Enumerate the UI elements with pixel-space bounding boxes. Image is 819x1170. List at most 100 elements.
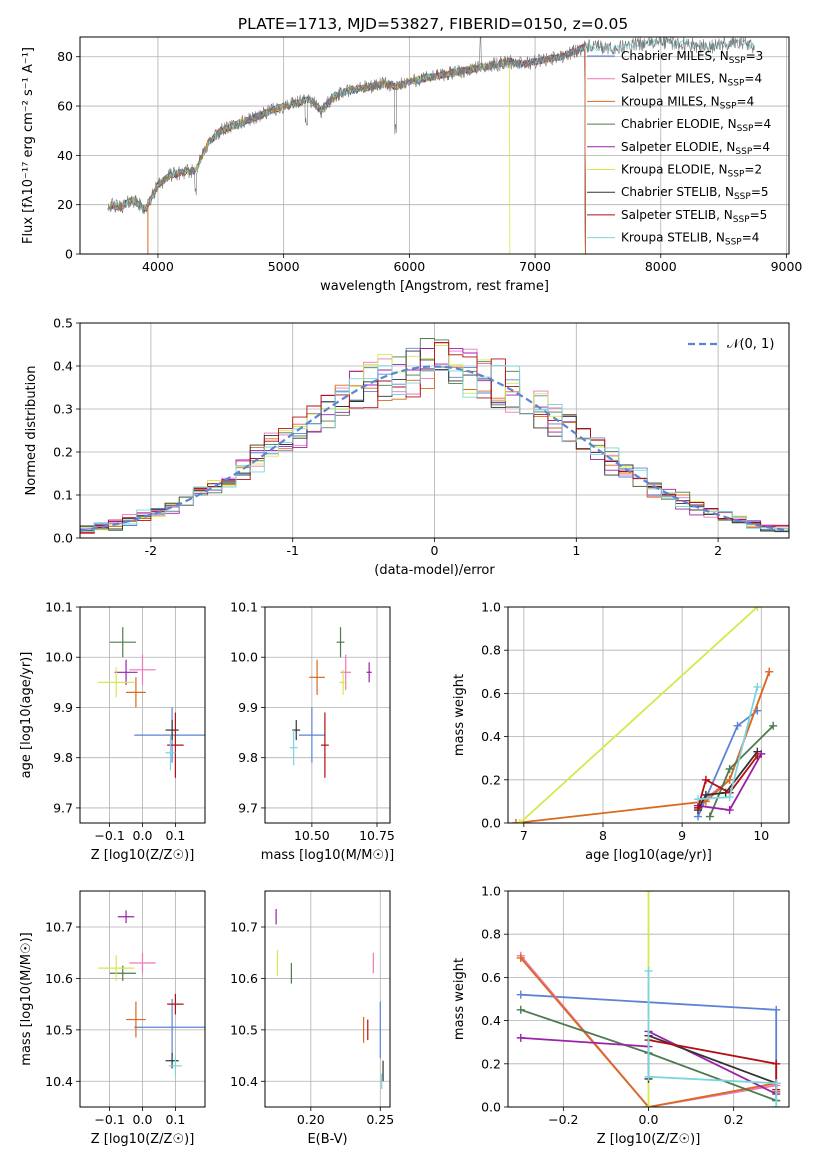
x-axis-label: age [log10(age/yr)] xyxy=(585,848,712,863)
weight-point xyxy=(753,752,762,761)
weight-line-7 xyxy=(697,755,759,809)
y-tick-label: 9.9 xyxy=(53,700,73,715)
weight-point xyxy=(693,795,702,804)
x-tick-label: 4000 xyxy=(142,259,174,274)
y-axis-label: Normed distribution xyxy=(24,366,39,496)
y-tick-label: 0.8 xyxy=(481,643,501,658)
x-axis-label: E(B-V) xyxy=(307,1132,347,1147)
weight-point xyxy=(693,803,702,812)
weight-point xyxy=(644,891,653,895)
x-tick-label: 10.75 xyxy=(359,828,395,843)
spectrum-model-0 xyxy=(110,46,586,254)
legend-label: Chabrier STELIB, NSSP=5 xyxy=(621,185,769,202)
x-tick-label: -2 xyxy=(145,543,157,558)
x-tick-label: 8 xyxy=(599,828,607,843)
plots-layer: 4000 5000 6000 7000 8000 9000020406080wavelen… xyxy=(19,36,803,1147)
y-tick-label: 0.2 xyxy=(481,1056,501,1071)
spectrum-model-2 xyxy=(109,43,586,254)
weight-line-2 xyxy=(515,671,771,823)
spectrum-model-3 xyxy=(109,45,586,254)
mass-vs-Z-marks xyxy=(98,910,205,1077)
axes-frame xyxy=(79,890,206,1108)
x-tick-label: 0.0 xyxy=(133,828,153,843)
y-tick-label: 20 xyxy=(57,197,73,212)
x-axis-label: wavelength [Angstrom, rest frame] xyxy=(320,279,549,294)
legend-label: Salpeter STELIB, NSSP=5 xyxy=(621,208,767,225)
x-tick-label: 2 xyxy=(714,543,722,558)
weight-vs-age-axes: 7 8 9 10 0.0 0.2 0.4 0.6 0.8 1.0 age [log10(age/yr… xyxy=(452,600,790,863)
y-tick-label: 0 xyxy=(65,247,73,262)
y-tick-label: 10.1 xyxy=(45,600,73,615)
weight-line-5 xyxy=(519,607,758,823)
weight-point xyxy=(705,812,714,821)
spectrum-model-6 xyxy=(109,44,586,254)
mass-vs-ebv-axes: 0.20 0.25 10.4 10.5 10.6 10.7 E(B-V) xyxy=(230,890,394,1147)
x-axis-label: Z [log10(Z/Z☉)] xyxy=(597,1132,701,1147)
y-tick-label: 9.9 xyxy=(238,700,258,715)
y-tick-label: 10.6 xyxy=(230,971,258,986)
legend-label: Chabrier MILES, NSSP=3 xyxy=(621,49,763,66)
x-tick-label: 1 xyxy=(572,543,580,558)
age-vs-Z-marks xyxy=(98,627,205,778)
x-tick-label: 0.1 xyxy=(165,1112,185,1127)
residuals-legend: 𝒩(0, 1) xyxy=(688,337,774,352)
x-tick-label: 7000 xyxy=(519,259,551,274)
age-vs-mass-marks xyxy=(289,627,372,778)
age-vs-Z-axes: −0.1 0.0 0.1 9.7 9.8 9.9 10.0 10.1 Z [log10(Z/Z☉… xyxy=(19,600,206,863)
legend-label: Salpeter MILES, NSSP=4 xyxy=(621,72,762,89)
y-tick-label: 10.5 xyxy=(45,1022,73,1037)
weight-point xyxy=(772,1059,781,1068)
x-tick-label: 0 xyxy=(431,543,439,558)
weight-point xyxy=(725,775,734,784)
spectrum-model-7 xyxy=(109,44,586,254)
y-axis-label: mass [log10(M/M☉)] xyxy=(19,932,34,1065)
x-axis-label: Z [log10(Z/Z☉)] xyxy=(91,848,195,863)
x-tick-label: −0.1 xyxy=(94,1112,124,1127)
y-tick-label: 10.0 xyxy=(230,650,258,665)
x-axis-label: Z [log10(Z/Z☉)] xyxy=(91,1132,195,1147)
x-tick-label: 0.0 xyxy=(639,1112,659,1127)
y-tick-label: 0.4 xyxy=(481,729,501,744)
y-tick-label: 10.7 xyxy=(230,920,258,935)
y-tick-label: 0.4 xyxy=(481,1013,501,1028)
weight-point xyxy=(753,607,762,611)
weight-point xyxy=(725,806,734,815)
axes-frame xyxy=(79,322,790,539)
y-tick-label: 9.7 xyxy=(53,800,73,815)
weight-vs-age-marks xyxy=(511,607,778,823)
legend-label: Kroupa STELIB, NSSP=4 xyxy=(621,231,759,248)
y-tick-label: 40 xyxy=(57,148,73,163)
y-axis-label: mass weight xyxy=(452,958,467,1040)
y-tick-label: 0.2 xyxy=(481,772,501,787)
weight-point xyxy=(701,790,710,799)
weight-point xyxy=(725,765,734,773)
y-tick-label: 0.4 xyxy=(53,359,73,374)
y-axis-label: Flux [fλ10⁻¹⁷ erg cm⁻² s⁻¹ A⁻¹] xyxy=(21,47,36,244)
x-tick-label: 0.25 xyxy=(366,1112,394,1127)
x-tick-label: 9 xyxy=(678,828,686,843)
weight-vs-Z-axes: −0.2 0.0 0.2 0.0 0.2 0.4 0.6 0.8 1.0 Z [log10(Z/Z… xyxy=(452,884,790,1147)
spectrum-legend: Chabrier MILES, NSSP=3 Salpeter MILES, NS… xyxy=(587,49,771,248)
y-tick-label: 0.6 xyxy=(481,970,501,985)
weight-point xyxy=(772,1079,781,1088)
legend-label: Salpeter ELODIE, NSSP=4 xyxy=(621,140,770,157)
legend-label: Kroupa ELODIE, NSSP=2 xyxy=(621,163,762,180)
residuals-marks xyxy=(80,338,789,535)
x-tick-label: 6000 xyxy=(393,259,425,274)
weight-point xyxy=(725,793,734,802)
y-tick-label: 0.0 xyxy=(481,816,501,831)
spectrum-model-1 xyxy=(109,43,586,254)
x-tick-label: −0.2 xyxy=(548,1112,578,1127)
x-tick-label: 0.2 xyxy=(724,1112,744,1127)
spectrum-model-4 xyxy=(109,43,586,254)
x-tick-label: 10 xyxy=(753,828,769,843)
x-tick-label: −0.1 xyxy=(94,828,124,843)
x-axis-label: mass [log10(M/M☉)] xyxy=(261,848,394,863)
weight-point xyxy=(516,990,525,999)
legend-label: Kroupa MILES, NSSP=4 xyxy=(621,94,754,111)
x-tick-label: 10.50 xyxy=(294,828,330,843)
y-tick-label: 60 xyxy=(57,99,73,114)
x-tick-label: 9000 xyxy=(771,259,803,274)
weight-point xyxy=(772,1103,781,1107)
